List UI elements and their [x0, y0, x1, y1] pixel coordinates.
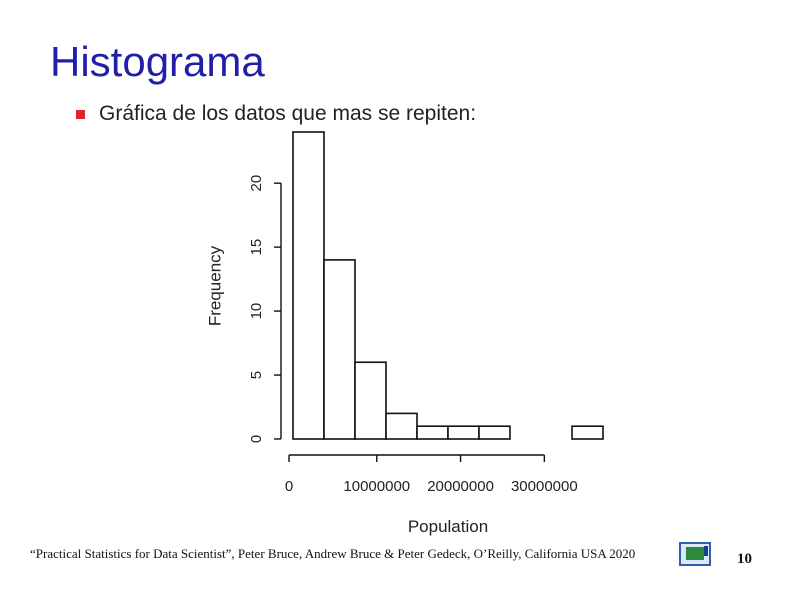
- screen-icon: [686, 547, 704, 560]
- slide-title: Histograma: [50, 38, 265, 85]
- y-tick-label: 10: [248, 303, 265, 320]
- x-axis-title: Population: [408, 517, 488, 536]
- histogram-bar-5: [416, 425, 449, 440]
- x-tick-label: 20000000: [427, 478, 494, 495]
- histogram-bar-1: [292, 131, 325, 440]
- bullet-item: Gráfica de los datos que mas se repiten:: [76, 102, 476, 126]
- slide-navigation-icon[interactable]: [679, 542, 711, 566]
- x-tick-label: 30000000: [511, 478, 578, 495]
- y-tick-label: 20: [248, 175, 265, 192]
- bullet-square-icon: [76, 109, 85, 119]
- histogram-bar-7: [478, 425, 511, 440]
- histogram-bar-4: [385, 412, 418, 440]
- histogram-bars: [292, 131, 604, 440]
- histogram-bar-3: [354, 361, 387, 440]
- histogram-bar-10: [571, 425, 604, 440]
- x-tick-label: 10000000: [343, 478, 410, 495]
- x-axis: 0 10000000 20000000 30000000: [285, 454, 578, 495]
- y-axis-title: Frequency: [205, 245, 224, 326]
- y-tick-label: 15: [248, 239, 265, 256]
- histogram-bar-6: [447, 425, 480, 440]
- y-tick-label: 0: [248, 435, 265, 443]
- y-axis: 0 5 10 15 20: [248, 175, 282, 443]
- page-number: 10: [737, 551, 752, 567]
- histogram-bar-2: [323, 259, 356, 440]
- citation-text: “Practical Statistics for Data Scientist…: [30, 546, 636, 561]
- bullet-text: Gráfica de los datos que mas se repiten:: [99, 102, 477, 125]
- pointer-icon: [704, 546, 708, 556]
- y-tick-label: 5: [248, 371, 265, 379]
- x-tick-label: 0: [285, 478, 293, 495]
